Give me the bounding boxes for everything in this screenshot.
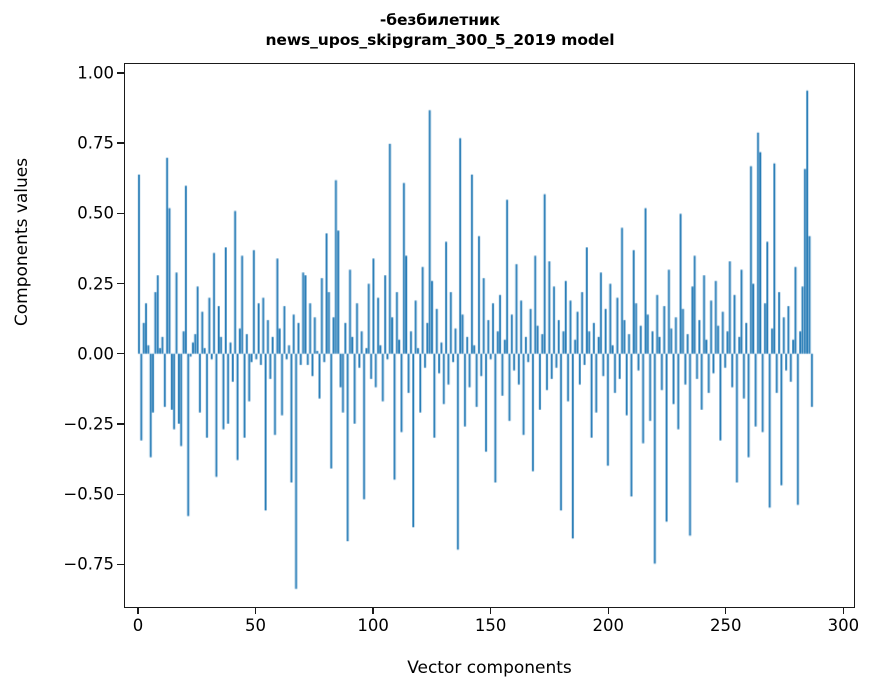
y-tick-mark <box>117 423 124 425</box>
y-tick-mark <box>117 282 124 285</box>
x-tick-label: 0 <box>132 616 144 635</box>
x-axis-label: Vector components <box>407 658 572 678</box>
y-tick-label: 0.75 <box>77 133 114 153</box>
x-tick-mark <box>137 607 139 614</box>
y-tick-label: 1.00 <box>77 63 114 83</box>
chart-title-model: news_upos_skipgram_300_5_2019 model <box>265 31 615 50</box>
y-tick-mark <box>117 212 124 214</box>
y-axis-label: Components values <box>12 157 32 327</box>
y-tick-label: −0.50 <box>63 484 114 504</box>
x-tick-mark <box>607 607 609 614</box>
bar-series-canvas <box>125 64 854 607</box>
y-tick-mark <box>117 353 124 355</box>
x-tick-label: 300 <box>827 616 860 635</box>
x-tick-mark <box>489 607 492 614</box>
y-tick-label: 0.25 <box>77 274 114 294</box>
x-tick-label: 250 <box>710 616 742 635</box>
y-tick-mark <box>117 142 124 144</box>
y-tick-label: 0.00 <box>77 344 114 364</box>
x-tick-label: 200 <box>592 616 624 635</box>
y-tick-label: −0.25 <box>63 414 114 434</box>
x-tick-label: 150 <box>474 616 507 635</box>
x-tick-mark <box>254 607 257 614</box>
y-tick-mark <box>117 563 124 566</box>
x-tick-label: 100 <box>357 616 389 635</box>
y-tick-mark <box>117 493 124 495</box>
chart-title: -безбилетник news_upos_skipgram_300_5_20… <box>0 10 880 51</box>
x-tick-mark <box>842 607 845 614</box>
chart-title-word: -безбилетник <box>379 11 501 29</box>
y-tick-label: −0.75 <box>63 554 114 574</box>
x-tick-label: 50 <box>245 616 267 635</box>
y-tick-mark <box>117 72 124 74</box>
x-tick-mark <box>372 607 374 614</box>
x-tick-mark <box>725 607 727 614</box>
y-tick-label: 0.50 <box>77 203 114 223</box>
plot-axes <box>124 63 855 608</box>
y-axis-tick-labels: 1.00 0.75 0.50 0.25 0.00 −0.25 −0.50 −0.75 <box>6 0 114 696</box>
